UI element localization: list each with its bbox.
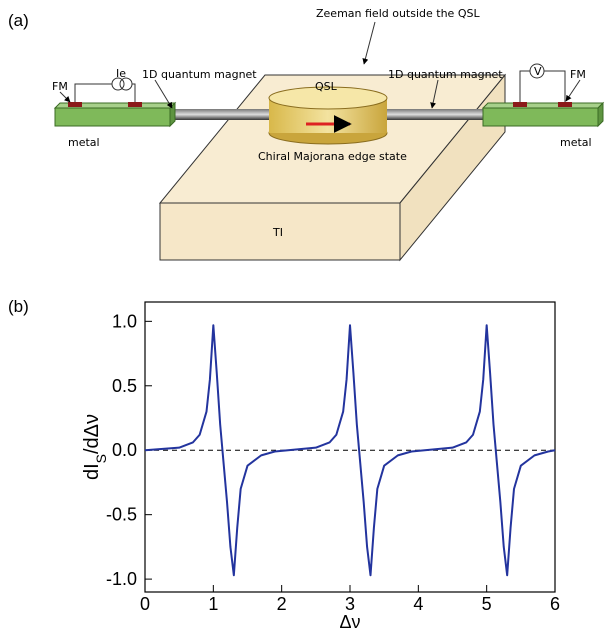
y-tick-label: 0.5 xyxy=(112,376,137,396)
x-tick-label: 1 xyxy=(208,594,218,614)
panel-label: (a) xyxy=(8,11,29,30)
x-tick-label: 5 xyxy=(482,594,492,614)
rods xyxy=(172,109,485,120)
y-axis-label-part: dI xyxy=(81,463,103,480)
y-tick-label: -1.0 xyxy=(106,569,137,589)
panel-label: (b) xyxy=(8,297,29,316)
x-tick-label: 4 xyxy=(413,594,423,614)
zeeman-label: Zeeman field outside the QSL xyxy=(316,7,480,20)
y-tick-label: 1.0 xyxy=(112,311,137,331)
data-line xyxy=(144,324,556,577)
y-tick-label: -0.5 xyxy=(106,505,137,525)
ti-label: TI xyxy=(272,226,283,239)
x-axis-label: Δν xyxy=(339,612,360,632)
y-axis-label-part: /dΔν xyxy=(81,414,103,454)
x-tick-label: 3 xyxy=(345,594,355,614)
x-tick-label: 0 xyxy=(140,594,150,614)
y-axis-label-part: S xyxy=(93,454,109,463)
y-axis-label: dIS/dΔν xyxy=(81,414,109,480)
y-tick-label: 0.0 xyxy=(112,440,137,460)
metal-label: metal xyxy=(560,136,592,149)
metal-label: metal xyxy=(68,136,100,149)
voltage-label: V xyxy=(534,65,542,78)
metal-bars xyxy=(53,101,605,128)
qsl-label: QSL xyxy=(315,80,338,93)
fm-label: FM xyxy=(570,68,586,81)
x-tick-label: 2 xyxy=(277,594,287,614)
plot: 1.0 0.5 0.0 -0.5 -1.00 1 2 3 4 5 6 Δν dIS/dΔν xyxy=(81,301,560,632)
magnet-label: 1D quantum magnet xyxy=(388,68,503,81)
circuits xyxy=(59,21,581,109)
edge-state-label: Chiral Majorana edge state xyxy=(258,150,407,163)
x-tick-label: 6 xyxy=(550,594,560,614)
fm-label: FM xyxy=(52,80,68,93)
plot-frame xyxy=(144,301,556,593)
qsl-cylinder xyxy=(268,86,388,145)
magnet-label: 1D quantum magnet xyxy=(142,68,257,81)
current-label: Ie xyxy=(116,67,126,80)
